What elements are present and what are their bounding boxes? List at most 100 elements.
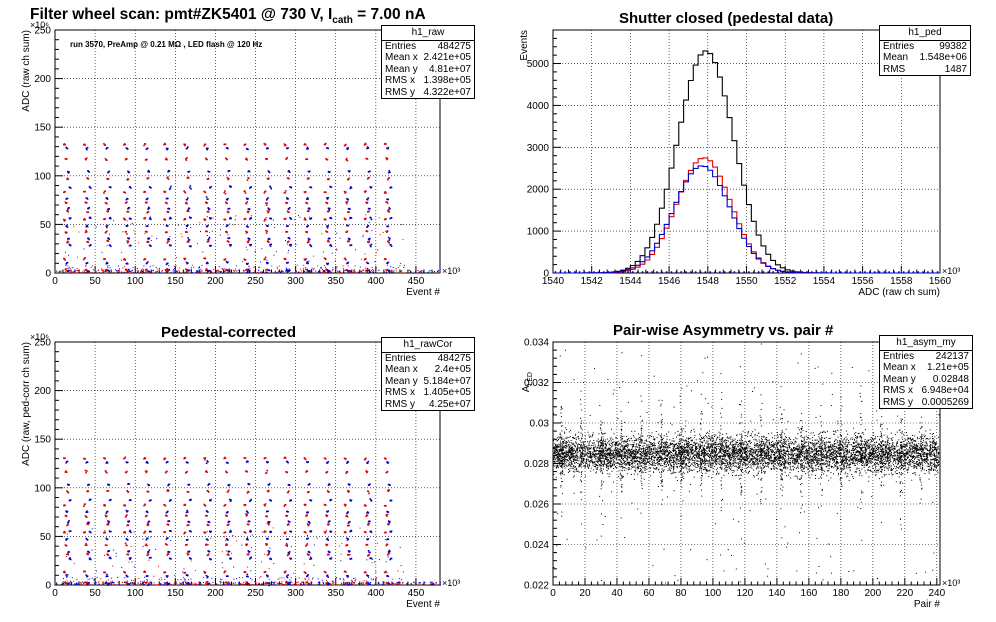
asym-point (790, 454, 792, 456)
data-point-red (187, 210, 190, 213)
data-point-baseline (58, 271, 61, 273)
asym-point (713, 434, 715, 436)
data-point-blue (209, 186, 212, 189)
data-point-blue (146, 511, 149, 514)
data-point-red (306, 553, 309, 555)
data-point-baseline (309, 271, 311, 273)
data-point-blue (148, 520, 151, 523)
data-point-sparse (357, 272, 359, 274)
hist-baseline-marker (897, 271, 900, 273)
asym-point (632, 457, 634, 459)
data-point-blue (307, 147, 309, 150)
asym-point (850, 462, 852, 464)
data-point-blue (228, 207, 231, 210)
data-point-sparse (373, 269, 375, 271)
data-point-red (83, 505, 85, 507)
data-point-sparse (342, 265, 344, 267)
data-point-red (223, 191, 226, 194)
data-point-red (123, 144, 125, 146)
data-point-blue (105, 575, 108, 578)
asym-point (888, 459, 890, 461)
data-point-red (286, 202, 289, 204)
asym-point (933, 438, 935, 440)
x-tick-label: 0 (52, 588, 58, 599)
data-point-sparse (118, 268, 120, 270)
data-point-red (123, 258, 126, 260)
data-point-sparse (225, 550, 227, 552)
data-point-sparse (85, 264, 87, 266)
data-point-baseline (339, 271, 341, 273)
data-point-blue (106, 226, 108, 229)
asym-point (633, 461, 635, 463)
y-tick-label: 200 (34, 74, 51, 85)
asym-point (732, 455, 734, 457)
y-tick-label: 0.032 (524, 378, 549, 389)
asym-point (663, 446, 665, 448)
ped-hist (553, 50, 940, 274)
asym-point (870, 441, 872, 443)
data-point-red (163, 218, 166, 220)
data-point-red (306, 202, 309, 205)
asym-point (569, 456, 571, 458)
asym-point (749, 440, 751, 442)
data-point-blue (227, 462, 229, 464)
asym-point (897, 451, 899, 453)
data-point-baseline (437, 270, 440, 272)
asym-point (766, 444, 768, 446)
asym-point (695, 445, 697, 447)
data-point-red (146, 514, 148, 517)
data-point-baseline (131, 269, 133, 272)
asym-point (845, 454, 847, 456)
data-point-blue (208, 208, 211, 210)
data-point-blue (306, 575, 309, 577)
data-point-blue (210, 498, 212, 501)
data-point-blue (128, 530, 131, 533)
data-point-baseline (121, 581, 124, 583)
data-point-blue (248, 170, 251, 173)
data-point-sparse (400, 262, 402, 264)
data-point-sparse (149, 266, 151, 268)
data-point-red (304, 572, 307, 575)
data-point-sparse (265, 217, 267, 219)
data-point-sparse (220, 582, 222, 584)
asym-point (808, 442, 810, 444)
data-point-baseline (155, 584, 158, 586)
data-point-red (104, 190, 107, 193)
asym-point (929, 451, 931, 453)
data-point-sparse (254, 581, 256, 583)
asym-point (614, 466, 616, 468)
data-point-blue (88, 551, 90, 554)
data-point-sparse (136, 267, 138, 269)
asym-point (656, 462, 658, 464)
data-point-sparse (115, 552, 117, 554)
asym-point (673, 440, 675, 442)
data-point-baseline (132, 581, 134, 584)
data-point-baseline (176, 271, 178, 274)
data-point-red (147, 491, 150, 493)
data-point-blue (369, 244, 372, 247)
data-point-sparse (290, 546, 292, 548)
asym-point (572, 454, 574, 456)
data-point-sparse (400, 565, 402, 567)
asym-point (751, 457, 753, 459)
data-point-baseline (200, 583, 202, 585)
asym-point (625, 446, 627, 448)
data-point-blue (146, 462, 149, 464)
data-point-red (223, 571, 226, 574)
data-point-blue (287, 147, 289, 149)
asym-point (886, 468, 888, 470)
asym-point (923, 449, 925, 451)
data-point-baseline (429, 581, 432, 583)
data-point-blue (366, 146, 369, 148)
data-point-sparse (299, 216, 301, 218)
hist-baseline-marker (748, 271, 750, 273)
data-point-sparse (374, 261, 376, 263)
data-point-red (145, 543, 148, 546)
data-point-baseline (238, 582, 240, 584)
hist-baseline-marker (781, 271, 784, 273)
data-point-red (345, 231, 348, 233)
data-point-sparse (317, 578, 319, 580)
x-tick-label: 160 (801, 588, 818, 599)
data-point-sparse (285, 581, 287, 583)
asym-point (755, 449, 757, 451)
